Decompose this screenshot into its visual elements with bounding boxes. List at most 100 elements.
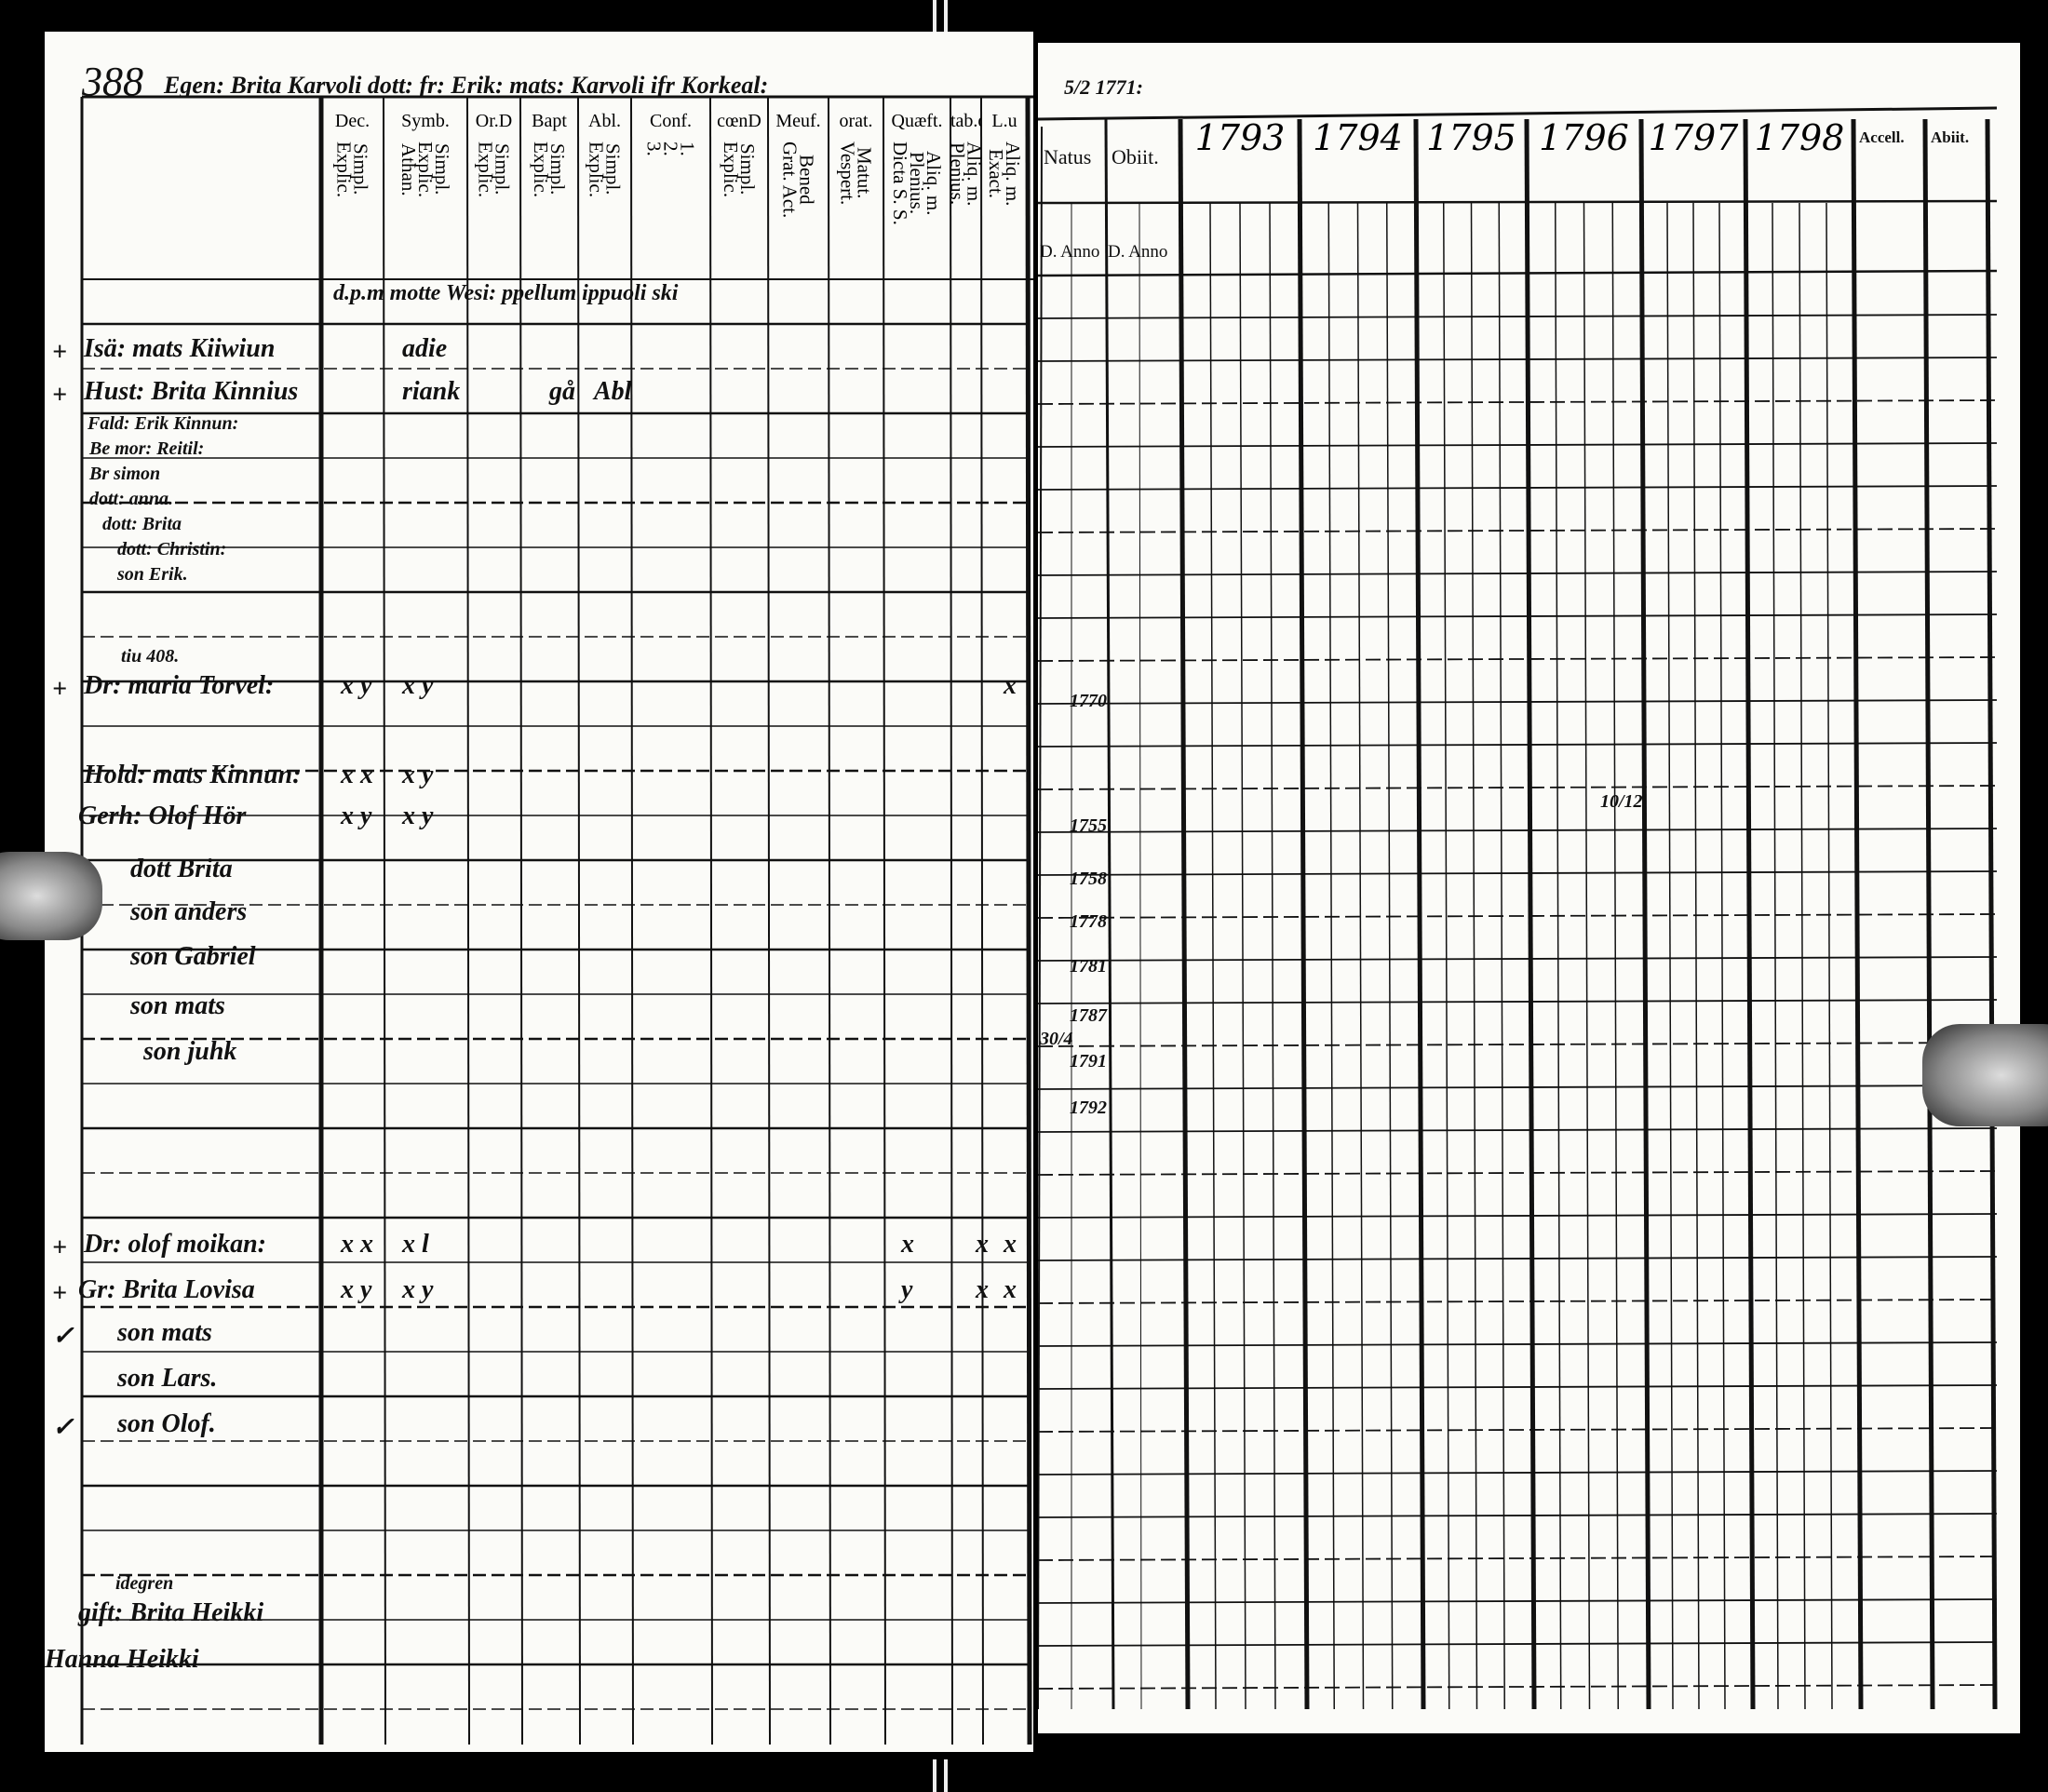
column-subheader: 2.: [659, 141, 682, 156]
page-heading: Egen: Brita Karvoli dott: fr: Erik: mats…: [164, 72, 769, 99]
column-header-label: Bapt: [532, 111, 567, 131]
column-subheader: Simpl.: [431, 143, 453, 195]
grid-line: [1498, 202, 1505, 1710]
column-subheader: Aliq. m.: [963, 141, 986, 207]
grid-line: [1038, 913, 1998, 919]
column-header: Bapt Explic. Simpl.: [520, 110, 578, 279]
grid-line: [1297, 118, 1310, 1710]
binding-mark: [944, 0, 948, 34]
natus-year: 1755: [1070, 815, 1107, 836]
column-header: Abl. Explic. Simpl.: [578, 110, 631, 279]
column-header: tab.œ. Plenius.Aliq. m.: [947, 110, 986, 279]
grid-line: [709, 96, 713, 1745]
column-subheader: 3.: [642, 141, 666, 156]
cross-mark-icon: +: [52, 381, 67, 410]
natus-year: 1787: [1070, 1005, 1107, 1026]
column-header-label: Conf.: [650, 111, 692, 131]
column-header: Dec. Explic. Simpl.: [321, 110, 384, 279]
mark-quaest: y: [901, 1275, 913, 1304]
grid-line: [1038, 1299, 1998, 1304]
grid-line: [1638, 118, 1651, 1710]
entry-name: Dr: olof moikan:: [84, 1230, 266, 1259]
grid-line: [1666, 202, 1674, 1710]
column-subheader: Dicta S. S.: [889, 141, 911, 225]
grid-line: [1038, 870, 1998, 876]
grid-line: [1038, 1384, 1998, 1390]
grid-line: [1038, 1085, 1998, 1090]
column-subheader: Simpl.: [546, 143, 569, 195]
mark-tab: x: [976, 1230, 989, 1259]
grid-line: [1524, 118, 1537, 1710]
grid-line: [1555, 202, 1562, 1710]
column-header: Symb. Athan. Explic. Simpl.: [384, 110, 467, 279]
grid-line: [980, 96, 984, 1745]
grid-line: [1038, 1598, 1998, 1604]
mark-symb: x y: [402, 761, 434, 789]
column-header: Natus: [1044, 145, 1092, 168]
entry-note: idegren: [115, 1573, 174, 1594]
column-subheader: Aliq. m.: [1002, 141, 1024, 207]
entry-note: tiu 408.: [121, 646, 180, 667]
column-header-label: Dec.: [334, 111, 371, 131]
column-subheader: Matut.: [853, 147, 876, 199]
grid-line: [1209, 202, 1217, 1710]
grid-line: [1038, 956, 1998, 962]
column-header-label: tab.œ.: [950, 111, 981, 131]
natus-year: 1781: [1070, 956, 1107, 977]
grid-line: [1038, 126, 1043, 1710]
thumb-right: [1922, 1024, 2048, 1126]
column-header: 1795: [1426, 117, 1516, 158]
entry-name: son Erik.: [117, 564, 188, 585]
grid-line: [1413, 118, 1426, 1710]
sub-header: D. Anno: [1108, 242, 1168, 262]
mark-lu: x: [1004, 1230, 1017, 1259]
grid-line: [630, 96, 634, 1745]
column-subheader: Exact.: [985, 149, 1007, 199]
grid-line: [577, 96, 581, 1745]
grid-line: [1038, 1042, 1998, 1047]
column-subheader: Simpl.: [349, 143, 372, 195]
entry-name: son Lars.: [117, 1364, 218, 1393]
column-header: 1794: [1313, 117, 1403, 158]
column-subheader: 1.: [676, 141, 699, 156]
grid-line: [1038, 1513, 1998, 1518]
grid-line: [1583, 202, 1591, 1710]
grid-line: [1178, 118, 1191, 1710]
grid-line: [1038, 1256, 1998, 1261]
check-mark-icon: ✓: [52, 1413, 74, 1442]
grid-line: [1611, 202, 1619, 1710]
column-subheader: Explic.: [720, 141, 742, 198]
mark-dec: x y: [341, 1275, 372, 1304]
grid-line: [466, 96, 470, 1745]
grid-line: [767, 96, 771, 1745]
column-header-label: Or.D: [475, 111, 513, 131]
entry-name: dott: Christin:: [117, 539, 227, 559]
natus-year: 1791: [1070, 1051, 1107, 1071]
grid-line: [883, 96, 886, 1745]
grid-line: [1104, 118, 1115, 1710]
grid-line: [1743, 118, 1756, 1710]
grid-line: [1269, 202, 1276, 1710]
grid-line: [1038, 1641, 1998, 1647]
column-subheader: Explic.: [474, 141, 497, 198]
mark-symb: x l: [402, 1230, 429, 1259]
grid-line: [1038, 1684, 1998, 1690]
check-mark-icon: ✓: [52, 1322, 74, 1351]
grid-line: [1038, 1213, 1998, 1219]
grid-line: [1327, 202, 1335, 1710]
grid-line: [1038, 571, 1998, 576]
column-subheader: Simpl.: [601, 143, 625, 195]
entry-name: Dr: maria Torvel:: [84, 671, 275, 700]
column-subheader: Explic.: [332, 141, 356, 198]
grid-line: [1718, 202, 1726, 1710]
entry-name: Gerh: Olof Hör: [78, 802, 247, 830]
column-header: Accell.: [1859, 128, 1905, 146]
mark-dec: x y: [341, 802, 372, 830]
mark-lu: x: [1004, 671, 1017, 700]
column-subheader: Simpl.: [736, 143, 759, 195]
column-header: Abiit.: [1931, 128, 1970, 146]
page-number: 388: [82, 59, 143, 104]
grid-line: [1386, 202, 1394, 1710]
column-subheader: Aliq. m.: [923, 151, 945, 216]
entry-name: dott: anna.: [89, 489, 174, 509]
